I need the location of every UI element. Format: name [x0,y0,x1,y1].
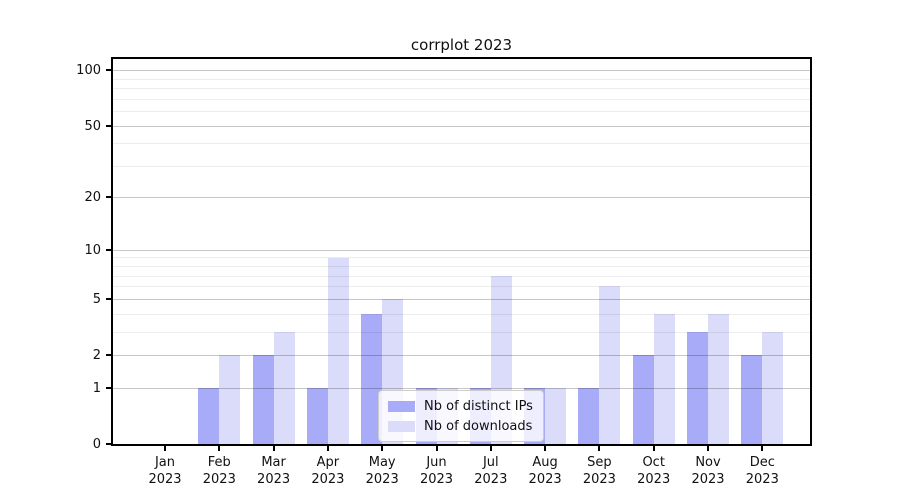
bar-downloads-mar [273,331,295,444]
x-tick-label: May 2023 [365,455,399,487]
legend-label-distinct-ips: Nb of distinct IPs [424,398,533,414]
minor-gridline [113,257,810,259]
legend-swatch-distinct-ips [388,400,415,412]
bar-downloads-oct [653,313,675,444]
x-tick-mark [598,446,601,451]
major-gridline [113,197,810,199]
major-gridline [113,387,810,389]
y-tick-label: 1 [92,380,101,396]
chart-title: corrplot 2023 [410,36,513,54]
legend-row-downloads: Nb of downloads [388,416,533,436]
x-tick-mark [326,446,329,451]
minor-gridline [113,313,810,315]
x-tick-label: Feb 2023 [202,455,236,487]
x-tick-label: Apr 2023 [311,455,345,487]
y-tick-mark [106,297,111,300]
x-tick-label: Jun 2023 [419,455,454,487]
x-tick-mark [761,446,764,451]
bar-downloads-feb [219,355,241,444]
major-gridline [113,249,810,251]
x-tick-label: Oct 2023 [637,455,671,487]
major-gridline [113,355,810,356]
minor-gridline [113,331,810,333]
minor-gridline [113,111,810,113]
x-tick-label: Sep 2023 [582,455,616,487]
x-tick-label: Mar 2023 [257,455,291,487]
bar-ips-mar [252,355,274,444]
y-tick-mark [106,196,111,199]
x-tick-mark [544,446,547,451]
bar-downloads-apr [327,257,349,444]
minor-gridline [113,286,810,288]
x-tick-mark [164,446,166,451]
legend-row-distinct-ips: Nb of distinct IPs [388,396,533,416]
bar-ips-feb [198,387,220,444]
minor-gridline [113,88,810,90]
minor-gridline [113,98,810,100]
y-tick-mark [106,386,111,389]
bar-ips-may [361,313,383,444]
x-tick-label: Jul 2023 [474,455,508,487]
y-tick-label: 20 [84,190,101,206]
x-tick-mark [652,446,655,451]
y-tick-mark [106,69,111,72]
legend-label-downloads: Nb of downloads [424,418,533,434]
x-tick-mark [381,446,384,451]
y-tick-label: 2 [92,348,101,363]
bar-downloads-nov [708,313,729,444]
legend: Nb of distinct IPs Nb of downloads [378,390,544,442]
x-tick-label: Dec 2023 [745,455,779,487]
y-tick-label: 100 [76,63,101,79]
minor-gridline [113,143,810,145]
x-tick-mark [707,446,709,451]
y-tick-label: 50 [84,118,101,134]
y-tick-mark [106,124,111,127]
minor-gridline [113,266,810,268]
bar-downloads-dec [762,331,784,444]
y-tick-mark [106,354,111,356]
bar-downloads-aug [545,387,567,444]
y-tick-mark [106,443,111,445]
legend-swatch-downloads [388,420,415,432]
bar-downloads-sep [599,286,621,444]
bar-ips-apr [306,387,328,444]
x-tick-label: Aug 2023 [528,455,562,487]
minor-gridline [113,78,810,80]
x-tick-mark [435,446,438,451]
x-tick-label: Jan 2023 [148,455,182,487]
y-tick-label: 5 [92,291,101,307]
bar-ips-sep [578,387,600,444]
major-gridline [113,298,810,300]
x-tick-mark [272,446,275,451]
plot-area: Nb of distinct IPs Nb of downloads [111,57,812,446]
minor-gridline [113,165,810,167]
y-tick-label: 10 [84,242,101,258]
x-tick-mark [489,446,492,451]
y-tick-mark [106,248,111,251]
bar-ips-dec [741,355,763,444]
x-tick-mark [218,446,221,451]
major-gridline [113,70,810,72]
bar-ips-oct [632,355,654,444]
x-tick-label: Nov 2023 [691,455,725,487]
y-tick-label: 0 [92,437,101,452]
major-gridline [113,125,810,127]
minor-gridline [113,275,810,277]
bar-ips-nov [687,331,708,444]
